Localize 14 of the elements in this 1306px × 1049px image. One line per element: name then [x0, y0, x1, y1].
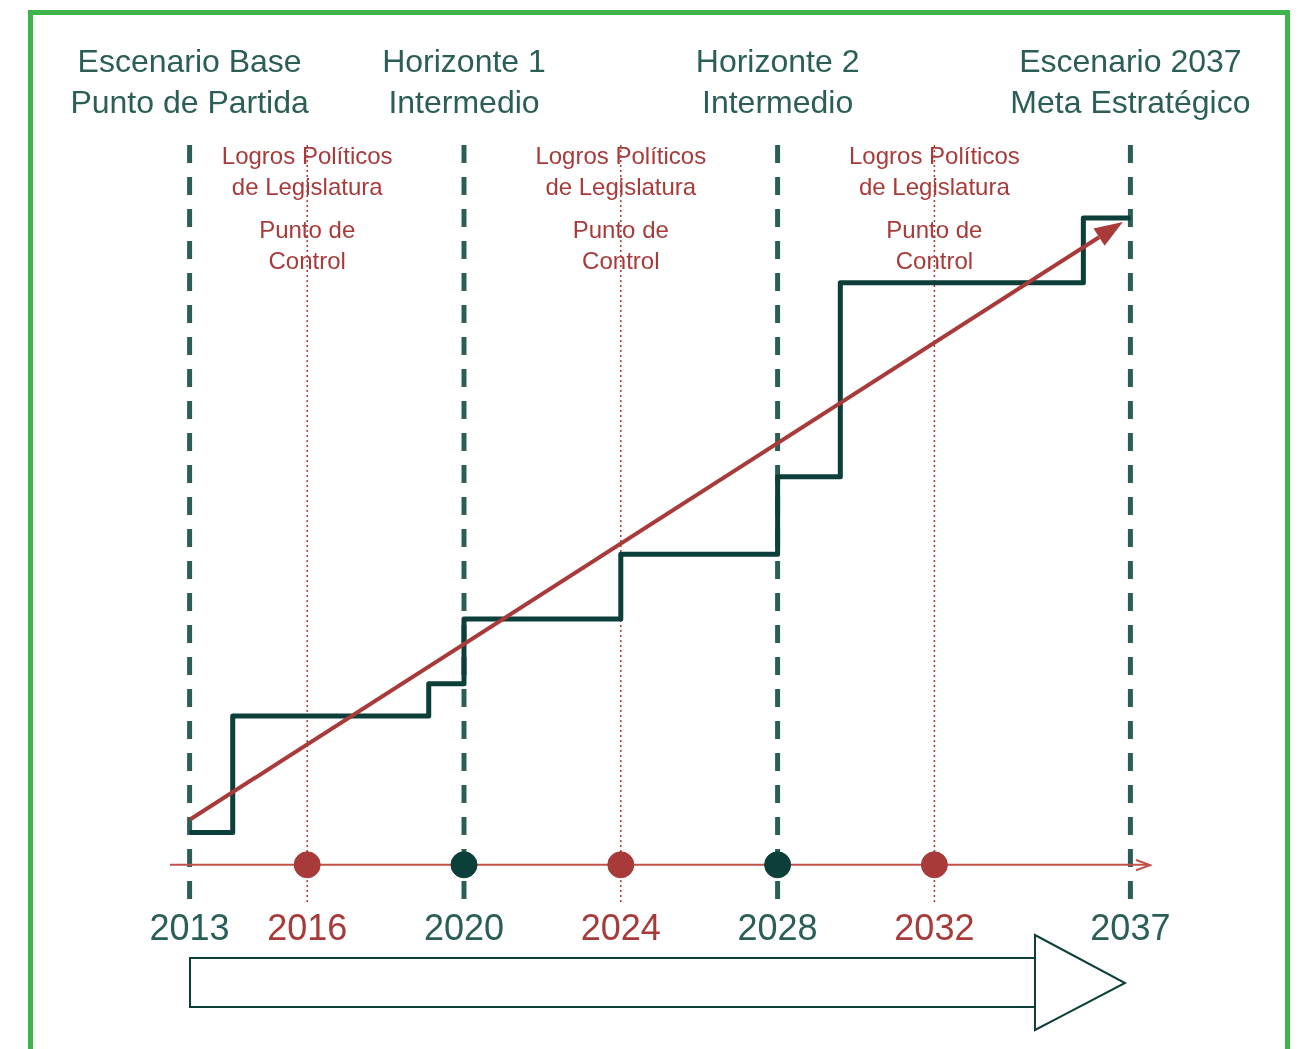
- ref-line-label: Escenario 2037 Meta Estratégico: [1010, 42, 1251, 120]
- x-tick-label: 2032: [894, 907, 975, 949]
- ref-line-label: Horizonte 1 Intermedio: [382, 42, 546, 120]
- x-tick-label: 2028: [737, 907, 818, 949]
- x-tick-label: 2037: [1090, 907, 1171, 949]
- ref-line-label: Logros Políticos de Legislatura Punto de Control: [535, 141, 707, 274]
- ref-line-label: Escenario Base Punto de Partida: [70, 42, 309, 120]
- x-tick-label: 2016: [267, 907, 348, 949]
- x-tick-label: 2013: [149, 907, 230, 949]
- ref-line-label: Logros Políticos de Legislatura Punto de Control: [221, 141, 393, 274]
- ref-line-label: Logros Políticos de Legislatura Punto de Control: [849, 141, 1020, 274]
- x-tick-label: 2020: [423, 907, 505, 949]
- ref-line-label: Horizonte 2 Intermedio: [695, 42, 860, 120]
- x-tick-label: 2024: [580, 907, 661, 949]
